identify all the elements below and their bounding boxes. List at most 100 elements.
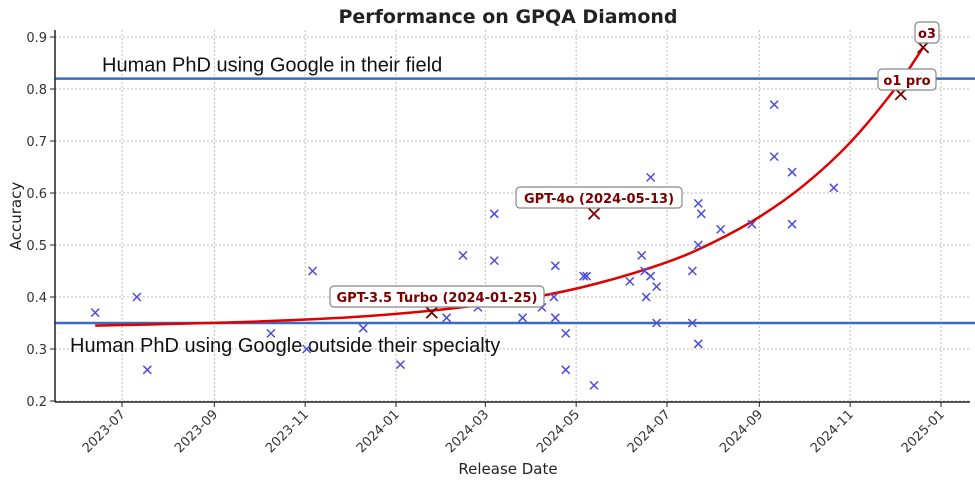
marker-stroke [687,266,697,276]
marker-stroke [550,313,560,323]
marker-stroke [652,282,662,292]
x-tick-label: 2023-07 [80,407,129,456]
marker-stroke [550,261,560,271]
marker-stroke [747,219,757,229]
marker-stroke [693,198,703,208]
annotation-box [329,285,545,308]
marker-stroke [829,183,839,193]
y-tick-label: 0.4 [26,291,47,306]
marker-stroke [458,250,468,260]
marker-stroke [142,365,152,375]
marker-stroke [716,224,726,234]
data-point [687,318,697,328]
reference-line-label: Human PhD using Google in their field [102,55,442,77]
axes [54,30,970,403]
data-point [442,313,452,323]
data-point [747,219,757,229]
data-point [579,271,589,281]
data-point [693,339,703,349]
data-point [308,266,318,276]
marker-stroke [687,318,697,328]
marker-stroke [589,380,599,390]
marker-stroke [425,306,438,319]
x-tick-label: 2023-09 [172,407,221,456]
y-tick-label: 0.8 [26,83,47,98]
marker-stroke [625,276,635,286]
data-point [652,318,662,328]
data-point [693,198,703,208]
marker-stroke [132,292,142,302]
annotation-box [914,21,940,44]
x-tick-label: 2024-07 [625,407,674,456]
x-tick-label: 2024-01 [354,407,403,456]
data-point [358,323,368,333]
data-point [561,328,571,338]
y-tick-label: 0.7 [26,135,47,150]
marker-stroke [693,339,703,349]
data-point [829,183,839,193]
marker-stroke [90,308,100,318]
marker-stroke [652,318,662,328]
data-point [550,313,560,323]
data-point [142,365,152,375]
data-point [693,240,703,250]
annotation-box [515,186,683,209]
data-point [716,224,726,234]
data-point [769,100,779,110]
y-tick-label: 0.9 [26,31,47,46]
annotation-label: GPT-4o (2024-05-13) [524,192,674,207]
marker-stroke [489,209,499,219]
data-point [696,209,706,219]
marker-stroke [302,344,312,354]
y-tick-label: 0.2 [26,395,47,410]
trend-line [95,46,925,327]
data-point [561,365,571,375]
marker-stroke [646,172,656,182]
highlighted-point [425,306,438,319]
data-point [132,292,142,302]
marker-stroke [549,292,559,302]
marker-stroke [518,313,528,323]
reference-lines: Human PhD using Google in their field Hum… [55,55,975,357]
x-tick-label: 2024-03 [443,407,492,456]
highlighted-points: GPT-3.5 Turbo (2024-01-25) GPT-4o (2024-0… [329,21,940,319]
data-point [550,261,560,271]
data-point [687,266,697,276]
marker-stroke [587,207,601,220]
marker-stroke [395,360,405,370]
marker-stroke [637,250,647,260]
marker-stroke [358,323,368,333]
data-point [489,256,499,266]
x-tick-label: 2025-01 [899,407,948,456]
x-tick-label: 2024-09 [717,407,766,456]
marker-stroke [266,328,276,338]
highlighted-point [916,41,930,54]
data-point [582,271,592,281]
y-tick-label: 0.5 [26,239,47,254]
marker-stroke [582,271,592,281]
data-point [652,282,662,292]
marker-stroke [442,313,452,323]
marker-stroke [693,240,703,250]
marker-stroke [489,256,499,266]
data-point [641,292,651,302]
data-point [302,344,312,354]
data-point [787,167,797,177]
data-point [549,292,559,302]
marker-stroke [787,167,797,177]
x-axis-label: Release Date [458,460,557,478]
annotation-label: o3 [918,27,936,42]
marker-stroke [640,266,650,276]
trend-curve [95,46,925,327]
x-tick-label: 2024-11 [808,407,857,456]
marker-stroke [916,41,930,54]
y-ticks: 0.2 0.3 0.4 0.5 0.6 0.7 0.8 0.9 [26,31,55,410]
x-tick-label: 2023-11 [263,407,312,456]
data-point [458,250,468,260]
data-point [395,360,405,370]
marker-stroke [646,271,656,281]
data-point [589,380,599,390]
marker-stroke [769,100,779,110]
data-point [646,271,656,281]
